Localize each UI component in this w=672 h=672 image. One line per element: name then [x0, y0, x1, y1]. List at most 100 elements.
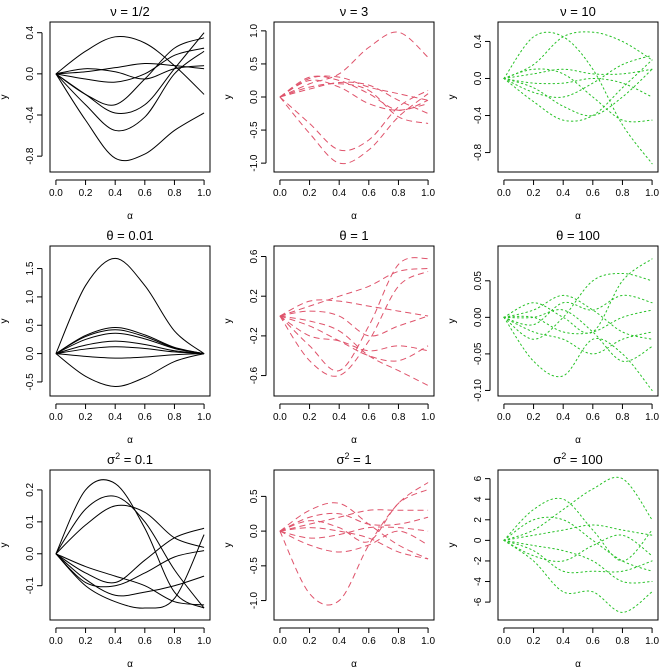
x-tick-label: 0.6 — [362, 412, 376, 423]
series-line-2 — [503, 31, 653, 79]
panel-title: ν = 1/2 — [110, 4, 149, 19]
y-tick-label: -0.5 — [25, 373, 36, 391]
series-line-4 — [503, 309, 653, 335]
x-tick-label: 0.2 — [303, 188, 317, 199]
x-tick-label: 0.8 — [391, 188, 405, 199]
plot-frame — [497, 245, 659, 397]
x-tick-label: 0.6 — [138, 412, 152, 423]
x-tick-label: 0.0 — [273, 412, 287, 423]
y-tick-label: 0.0 — [25, 546, 36, 560]
y-tick-label: 1.0 — [25, 290, 36, 304]
x-tick-label: 0.2 — [79, 636, 93, 647]
series-line-2 — [279, 502, 429, 560]
series-line-1 — [55, 479, 205, 609]
x-tick-label: 0.2 — [527, 412, 541, 423]
series-group — [279, 31, 429, 165]
y-tick-label: -0.5 — [249, 557, 260, 575]
x-axis-label: α — [351, 659, 357, 670]
x-axis-label: α — [127, 659, 133, 670]
plot-frame — [49, 469, 211, 621]
series-group — [55, 32, 205, 162]
x-tick-label: 1.0 — [645, 412, 659, 423]
series-line-8 — [503, 77, 653, 98]
panel-title: σ2 = 0.1 — [107, 451, 153, 467]
y-tick-label: 0.0 — [25, 346, 36, 360]
x-tick-label: 0.2 — [303, 636, 317, 647]
x-tick-label: 0.4 — [108, 188, 122, 199]
series-line-8 — [503, 534, 653, 562]
panel-title: ν = 3 — [340, 4, 369, 19]
series-line-4 — [55, 527, 205, 584]
series-line-2 — [279, 270, 429, 377]
series-group — [503, 31, 653, 165]
panel-1: ν = 1/2 0.0 0.2 0.4 0.6 0.8 1.0 -0.8 -0.4 0.0 0.4 α… — [0, 4, 211, 222]
y-tick-label: -2 — [473, 556, 484, 565]
series-line-5 — [503, 516, 653, 572]
series-line-2 — [279, 93, 429, 165]
y-tick-label: -4 — [473, 577, 484, 586]
plot-frame — [273, 21, 435, 173]
x-tick-label: 0.2 — [79, 188, 93, 199]
series-group — [279, 257, 429, 386]
x-tick-label: 0.6 — [586, 636, 600, 647]
series-line-7 — [279, 315, 429, 362]
series-line-8 — [55, 534, 205, 609]
x-tick-label: 0.6 — [138, 636, 152, 647]
plot-frame — [497, 469, 659, 621]
series-line-4 — [279, 315, 429, 352]
series-line-6 — [503, 294, 653, 340]
x-tick-label: 0.0 — [273, 188, 287, 199]
x-tick-label: 0.0 — [49, 412, 63, 423]
series-line-7 — [503, 68, 653, 123]
series-line-7 — [279, 526, 429, 539]
x-tick-label: 1.0 — [421, 188, 435, 199]
y-axis-label: y — [447, 95, 458, 100]
x-tick-label: 0.8 — [391, 412, 405, 423]
series-line-4 — [55, 332, 205, 355]
x-tick-label: 0.0 — [497, 188, 511, 199]
series-line-7 — [55, 353, 205, 387]
series-line-2 — [55, 495, 205, 609]
series-line-6 — [503, 54, 653, 98]
x-tick-label: 0.4 — [108, 636, 122, 647]
panel-8: σ2 = 1 0.0 0.2 0.4 0.6 0.8 1.0 -1.0 -0.5 0.0 0.5 α y — [223, 451, 435, 670]
series-group — [503, 258, 653, 391]
series-line-3 — [55, 504, 205, 555]
series-line-3 — [55, 73, 205, 162]
series-line-5 — [279, 315, 429, 386]
x-tick-label: 0.8 — [615, 188, 629, 199]
y-tick-label: 0.4 — [473, 34, 484, 48]
series-line-6 — [279, 527, 429, 560]
y-tick-label: 0.2 — [25, 483, 36, 497]
y-tick-label: -0.8 — [473, 144, 484, 162]
series-line-6 — [55, 553, 205, 606]
x-tick-label: 1.0 — [421, 636, 435, 647]
x-tick-label: 1.0 — [197, 412, 211, 423]
series-line-6 — [503, 539, 653, 584]
y-tick-label: 1.5 — [25, 261, 36, 275]
y-tick-label: -0.1 — [25, 577, 36, 595]
series-line-8 — [55, 63, 205, 75]
x-tick-label: 0.0 — [497, 636, 511, 647]
y-tick-label: -0.4 — [25, 106, 36, 124]
y-axis-label: y — [0, 543, 10, 548]
x-tick-label: 0.4 — [332, 636, 346, 647]
series-line-7 — [55, 553, 205, 597]
y-tick-label: 2 — [473, 517, 484, 523]
y-axis-label: y — [0, 95, 10, 100]
plot-frame — [49, 245, 211, 397]
x-tick-label: 0.6 — [138, 188, 152, 199]
x-tick-label: 0.2 — [527, 636, 541, 647]
x-axis-label: α — [127, 211, 133, 222]
x-tick-label: 0.0 — [49, 636, 63, 647]
x-tick-label: 0.4 — [332, 188, 346, 199]
panel-2: ν = 3 0.0 0.2 0.4 0.6 0.8 1.0 -1.0 -0.5 0.0 0.5 1.0… — [223, 4, 435, 222]
x-tick-label: 0.0 — [49, 188, 63, 199]
y-axis-label: y — [223, 543, 234, 548]
x-tick-label: 0.4 — [332, 412, 346, 423]
x-tick-label: 0.8 — [167, 412, 181, 423]
x-axis-label: α — [575, 211, 581, 222]
series-line-1 — [503, 31, 653, 165]
y-tick-label: -0.6 — [249, 367, 260, 385]
series-line-5 — [55, 47, 205, 83]
